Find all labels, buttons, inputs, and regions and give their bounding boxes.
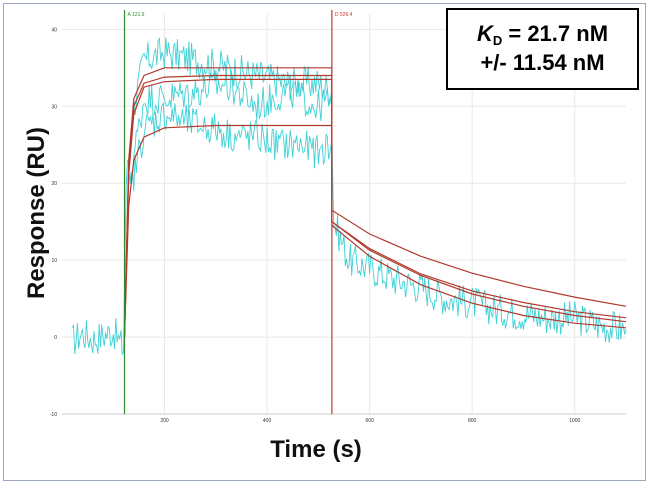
fit-curve [123, 78, 627, 338]
y-tick-label: 10 [51, 258, 57, 264]
marker-layer: A 121.9 D 526.4 [123, 10, 353, 414]
event-marker-label: A 121.9 [128, 12, 145, 18]
x-tick-label: 200 [160, 418, 169, 424]
fit-curve [123, 67, 627, 338]
y-tick-label: -10 [50, 412, 57, 418]
x-tick-label: 400 [263, 418, 272, 424]
kd-value-line: KD = 21.7 nM [448, 20, 637, 48]
fit-curve [123, 74, 627, 338]
tick-labels: -10 0 10 20 30 40 200 400 600 800 1000 [50, 27, 581, 424]
x-tick-label: 800 [468, 418, 477, 424]
kd-subscript: D [492, 33, 503, 48]
x-tick-label: 1000 [569, 418, 580, 424]
figure-frame [3, 3, 646, 481]
sensorgram-trace [128, 102, 332, 192]
event-marker-label: D 526.4 [335, 12, 353, 18]
fit-curve [123, 124, 627, 338]
kd-error: +/- 11.54 nM [480, 50, 605, 75]
kd-symbol: K [476, 21, 493, 46]
x-axis-label: Time (s) [270, 436, 362, 463]
y-tick-label: 30 [51, 104, 57, 110]
y-tick-label: 40 [51, 27, 57, 33]
y-tick-label: 0 [54, 335, 57, 341]
kd-value: = 21.7 nM [502, 21, 609, 46]
sensorgram-trace [128, 69, 332, 182]
y-axis-label: Response (RU) [23, 127, 50, 299]
y-tick-label: 20 [51, 181, 57, 187]
kd-annotation-box: KD = 21.7 nM +/- 11.54 nM [446, 8, 639, 90]
x-tick-label: 600 [365, 418, 374, 424]
